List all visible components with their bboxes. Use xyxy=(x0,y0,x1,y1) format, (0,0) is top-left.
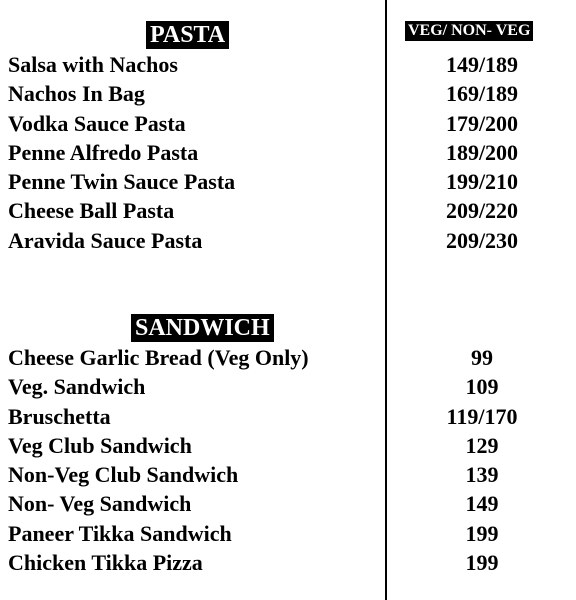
list-item: Penne Twin Sauce Pasta 199/210 xyxy=(0,167,576,196)
item-price: 199 xyxy=(465,550,499,576)
sandwich-list: Cheese Garlic Bread (Veg Only) 99 Veg. S… xyxy=(0,343,576,577)
item-name: Nachos In Bag xyxy=(8,81,145,107)
list-item: Veg Club Sandwich 129 xyxy=(0,431,576,460)
item-price: 119/170 xyxy=(446,403,518,429)
item-name: Chicken Tikka Pizza xyxy=(8,550,203,576)
pasta-list: Salsa with Nachos 149/189 Nachos In Bag … xyxy=(0,50,576,255)
list-item: Paneer Tikka Sandwich 199 xyxy=(0,519,576,548)
item-price: 129 xyxy=(465,432,499,458)
list-item: Cheese Ball Pasta 209/220 xyxy=(0,196,576,225)
item-name: Non- Veg Sandwich xyxy=(8,491,192,517)
item-name: Veg. Sandwich xyxy=(8,374,146,400)
item-name: Cheese Garlic Bread (Veg Only) xyxy=(8,345,309,370)
list-item: Bruschetta 119/170 xyxy=(0,402,576,431)
sandwich-heading: SANDWICH xyxy=(131,314,274,342)
item-name: Cheese Ball Pasta xyxy=(8,198,175,224)
item-name: Paneer Tikka Sandwich xyxy=(8,520,232,546)
list-item: Non- Veg Sandwich 149 xyxy=(0,489,576,518)
list-item: Vodka Sauce Pasta 179/200 xyxy=(0,109,576,138)
list-item: Salsa with Nachos 149/189 xyxy=(0,50,576,79)
item-price: 179/200 xyxy=(445,110,519,136)
item-name: Bruschetta xyxy=(8,403,111,429)
item-name: Vodka Sauce Pasta xyxy=(8,110,186,136)
item-name: Veg Club Sandwich xyxy=(8,432,192,458)
list-item: Chicken Tikka Pizza 199 xyxy=(0,548,576,577)
item-price: 189/200 xyxy=(445,139,519,165)
list-item: Penne Alfredo Pasta 189/200 xyxy=(0,138,576,167)
item-name: Aravida Sauce Pasta xyxy=(8,227,203,253)
item-price: 99 xyxy=(471,345,493,370)
item-price: 209/230 xyxy=(445,227,519,253)
list-item: Non-Veg Club Sandwich 139 xyxy=(0,460,576,489)
pasta-heading: PASTA xyxy=(146,21,230,49)
list-item: Nachos In Bag 169/189 xyxy=(0,79,576,108)
list-item: Veg. Sandwich 109 xyxy=(0,372,576,401)
item-name: Penne Twin Sauce Pasta xyxy=(8,169,236,195)
list-item: Cheese Garlic Bread (Veg Only) 99 xyxy=(0,343,576,372)
list-item: Aravida Sauce Pasta 209/230 xyxy=(0,226,576,255)
item-name: Non-Veg Club Sandwich xyxy=(8,462,239,488)
item-price: 109 xyxy=(465,374,499,400)
item-price: 139 xyxy=(465,462,499,488)
item-name: Penne Alfredo Pasta xyxy=(8,139,199,165)
item-price: 199 xyxy=(465,520,499,546)
item-name: Salsa with Nachos xyxy=(8,52,178,77)
column-divider xyxy=(385,0,387,600)
item-price: 149/189 xyxy=(445,52,519,77)
item-price: 169/189 xyxy=(445,81,519,107)
item-price: 199/210 xyxy=(445,169,519,195)
item-price: 209/220 xyxy=(445,198,519,224)
veg-nonveg-column-heading: VEG/ NON- VEG xyxy=(405,21,534,41)
item-price: 149 xyxy=(465,491,499,517)
